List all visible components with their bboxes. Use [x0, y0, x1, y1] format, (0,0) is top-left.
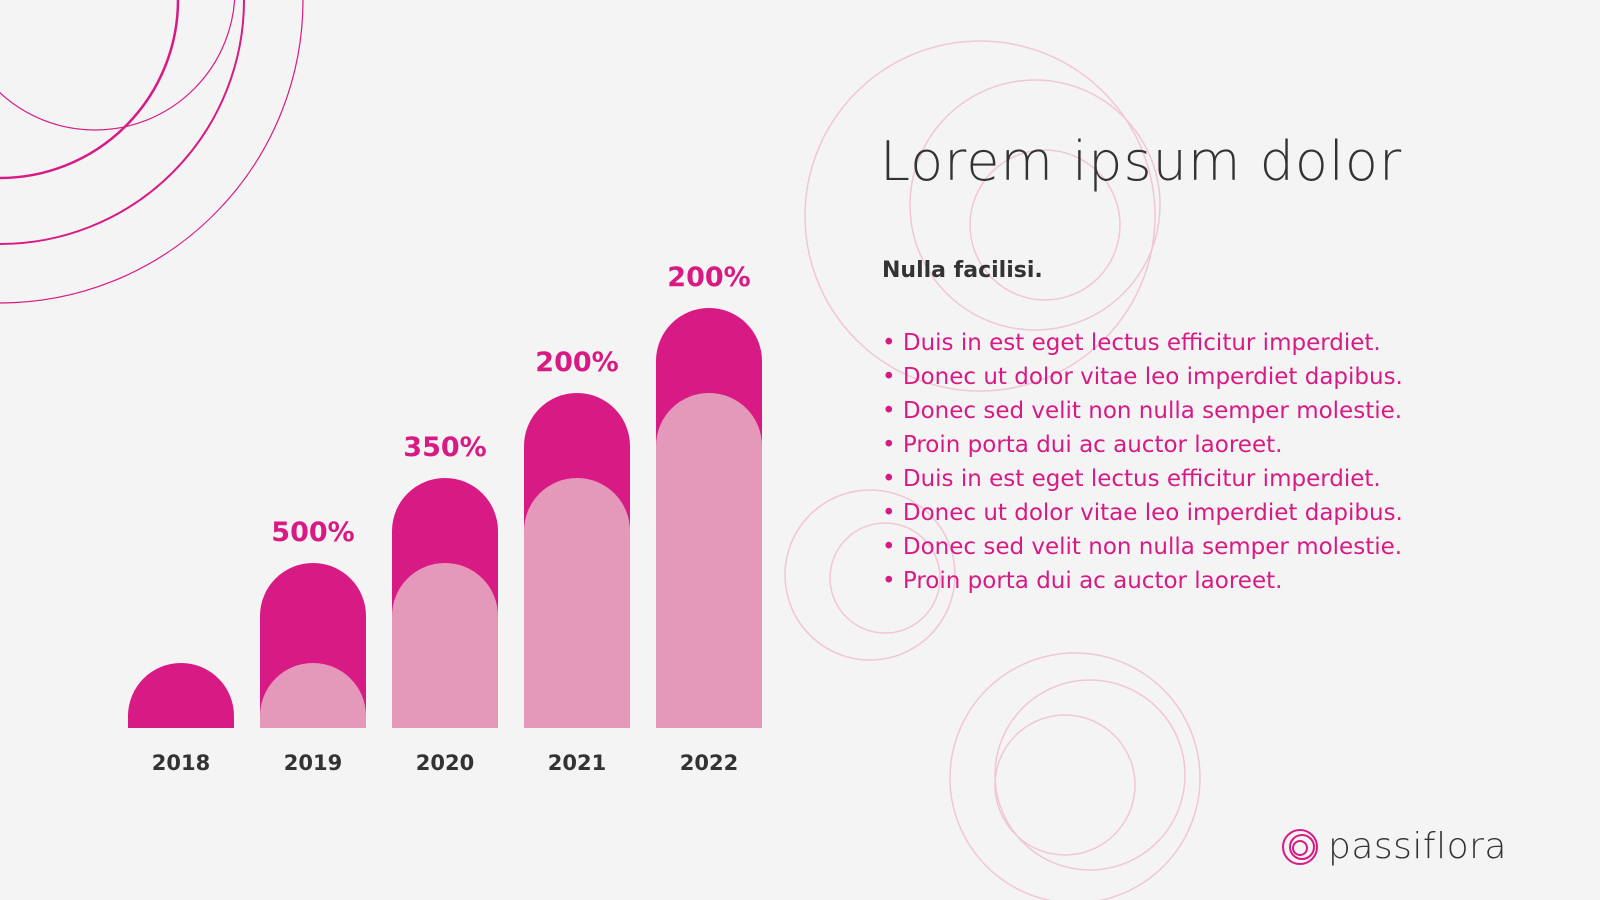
bar-2018	[128, 663, 234, 728]
bar-chart: 2018 2019 500% 2020 350% 2021 200% 2022 200%	[128, 262, 762, 775]
slide-subtitle: Nulla facilisi.	[882, 258, 1043, 283]
data-label: 200%	[535, 347, 618, 378]
bullet-list: • Duis in est eget lectus efficitur impe…	[882, 326, 1403, 598]
bullet-item: • Duis in est eget lectus efficitur impe…	[882, 330, 1381, 356]
x-tick-label: 2021	[548, 751, 606, 775]
previous-bar-2021	[524, 478, 630, 728]
corner-rings	[0, 0, 304, 304]
x-tick-label: 2018	[152, 751, 210, 775]
bullet-item: • Proin porta dui ac auctor laoreet.	[882, 432, 1283, 458]
brand-logo: passiflora	[1280, 826, 1507, 867]
slide-title: Lorem ipsum dolor	[880, 130, 1403, 193]
brand-name: passiflora	[1328, 826, 1507, 867]
faint-rings	[784, 40, 1201, 900]
previous-bar-2022	[656, 393, 762, 728]
x-tick-label: 2019	[284, 751, 342, 775]
data-label: 500%	[271, 517, 354, 548]
spiral-logo-icon	[1282, 828, 1318, 865]
bullet-item: • Donec sed velit non nulla semper moles…	[882, 398, 1403, 424]
x-tick-label: 2020	[416, 751, 474, 775]
previous-bar-2019	[260, 663, 366, 728]
data-label: 350%	[403, 432, 486, 463]
data-label: 200%	[667, 262, 750, 293]
previous-bar-2020	[392, 563, 498, 728]
bullet-item: • Donec sed velit non nulla semper moles…	[882, 534, 1403, 560]
x-tick-label: 2022	[680, 751, 738, 775]
bullet-item: • Proin porta dui ac auctor laoreet.	[882, 568, 1283, 594]
bullet-item: • Donec ut dolor vitae leo imperdiet dap…	[882, 500, 1403, 526]
bullet-item: • Donec ut dolor vitae leo imperdiet dap…	[882, 364, 1403, 390]
bullet-item: • Duis in est eget lectus efficitur impe…	[882, 466, 1381, 492]
